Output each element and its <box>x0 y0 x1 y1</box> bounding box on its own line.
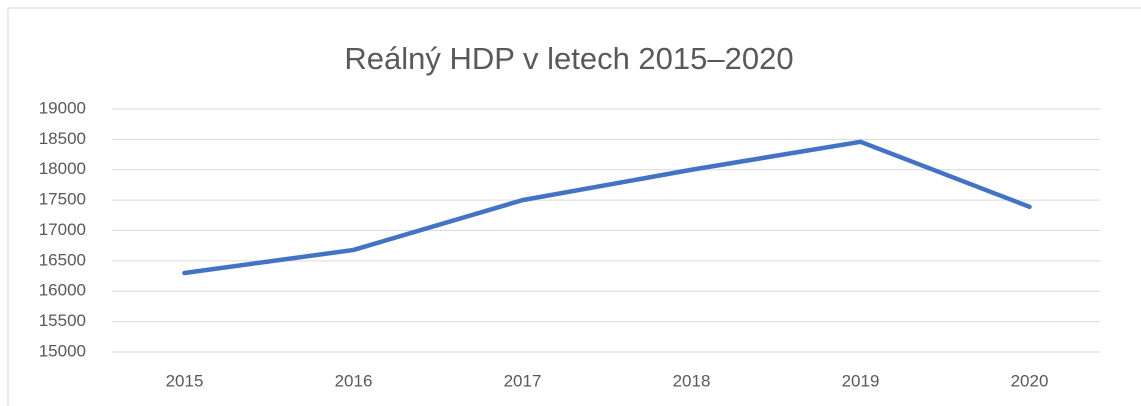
line-series <box>182 139 1032 276</box>
y-tick-label: 18000 <box>39 159 86 178</box>
y-tick-label: 19000 <box>39 98 86 117</box>
y-tick-label: 15500 <box>39 311 86 330</box>
y-tick-label: 17500 <box>39 190 86 209</box>
x-tick-label: 2019 <box>842 371 880 390</box>
chart-frame <box>7 7 1141 406</box>
y-tick-label: 16000 <box>39 281 86 300</box>
x-tick-label: 2018 <box>673 371 711 390</box>
chart-title: Reálný HDP v letech 2015–2020 <box>344 41 793 76</box>
y-tick-label: 18500 <box>39 129 86 148</box>
y-tick-label: 15000 <box>39 341 86 360</box>
y-tick-label: 16500 <box>39 250 86 269</box>
x-tick-label: 2016 <box>335 371 373 390</box>
x-tick-label: 2015 <box>166 371 204 390</box>
x-tick-label: 2020 <box>1011 371 1049 390</box>
x-tick-label: 2017 <box>504 371 542 390</box>
y-tick-label: 17000 <box>39 220 86 239</box>
